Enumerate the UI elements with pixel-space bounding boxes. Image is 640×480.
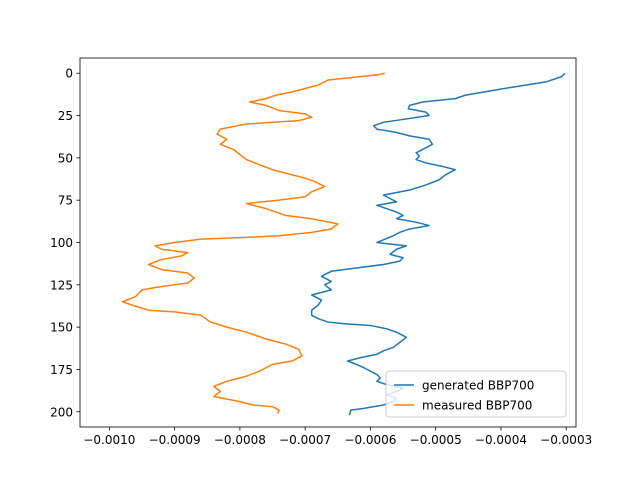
- legend-label-1: measured BBP700: [422, 399, 532, 413]
- series-layer: [121, 72, 566, 416]
- y-tick-label: 200: [50, 405, 73, 419]
- series-line-0: [310, 72, 566, 416]
- y-tick-label: 100: [50, 236, 73, 250]
- legend-box: [385, 370, 567, 418]
- y-tick-label: 25: [58, 109, 73, 123]
- x-tick-label: −0.0005: [410, 433, 462, 447]
- y-axis: 0 25 50 75 100 125 150 175 200: [50, 67, 80, 419]
- x-tick-label: −0.0008: [214, 433, 266, 447]
- y-tick-label: 175: [50, 363, 73, 377]
- x-tick-label: −0.0004: [475, 433, 527, 447]
- series-line-1: [121, 72, 385, 414]
- x-tick-label: −0.0010: [83, 433, 135, 447]
- y-tick-label: 125: [50, 278, 73, 292]
- y-tick-label: 75: [58, 194, 73, 208]
- x-axis: −0.0010 −0.0009 −0.0008 −0.0007 −0.0006 −0.00…: [83, 427, 592, 447]
- legend-label-0: generated BBP700: [422, 379, 534, 393]
- y-tick-label: 0: [65, 67, 73, 81]
- y-tick-label: 150: [50, 321, 73, 335]
- x-tick-label: −0.0006: [344, 433, 396, 447]
- y-tick-label: 50: [58, 151, 73, 165]
- legend: generated BBP700 measured BBP700: [385, 370, 567, 418]
- x-tick-label: −0.0009: [149, 433, 201, 447]
- x-tick-label: −0.0007: [279, 433, 331, 447]
- x-tick-label: −0.0003: [540, 433, 592, 447]
